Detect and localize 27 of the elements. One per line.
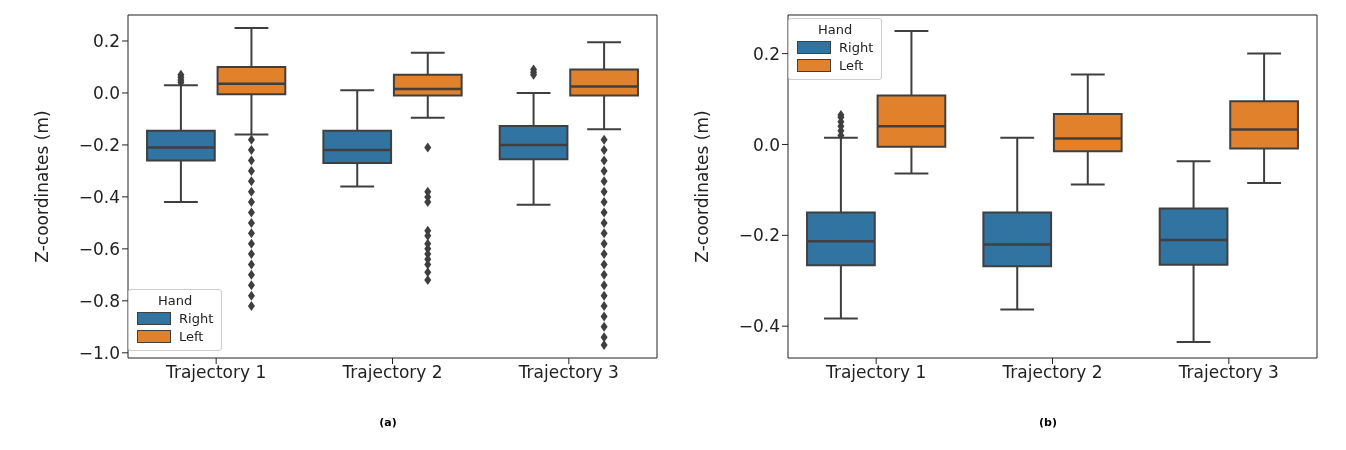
x-tick-label: Trajectory 3 <box>1177 362 1279 383</box>
x-tick-label: Trajectory 3 <box>517 362 619 383</box>
x-tick-label: Trajectory 1 <box>165 362 267 383</box>
text: (b) <box>1038 416 1058 429</box>
y-tick-label: −1.0 <box>78 342 120 363</box>
legend-label: Left <box>179 329 204 344</box>
legend-title: Hand <box>157 293 194 308</box>
x-tick-label: Trajectory 1 <box>825 362 927 383</box>
y-tick-label: −0.8 <box>78 290 120 311</box>
y-tick-label: −0.2 <box>738 225 780 246</box>
y-tick-label: 0.0 <box>92 82 120 103</box>
y-tick-label: −0.4 <box>78 186 120 207</box>
y-tick-label: 0.2 <box>752 43 780 64</box>
y-tick-label: −0.2 <box>78 134 120 155</box>
legend-label: Right <box>179 311 214 326</box>
y-axis-title: Z-coordinates (m) <box>32 110 53 263</box>
x-tick-label: Trajectory 2 <box>1001 362 1103 383</box>
legend-label: Left <box>839 58 864 73</box>
y-tick-label: −0.6 <box>78 238 120 259</box>
y-axis-title: Z-coordinates (m) <box>692 110 713 263</box>
legend-title: Hand <box>817 22 854 37</box>
y-tick-label: 0.0 <box>752 134 780 155</box>
x-tick-label: Trajectory 2 <box>341 362 443 383</box>
y-tick-label: −0.4 <box>738 316 780 337</box>
text: (a) <box>378 416 398 429</box>
legend-label: Right <box>839 40 874 55</box>
y-tick-label: 0.2 <box>92 31 120 52</box>
